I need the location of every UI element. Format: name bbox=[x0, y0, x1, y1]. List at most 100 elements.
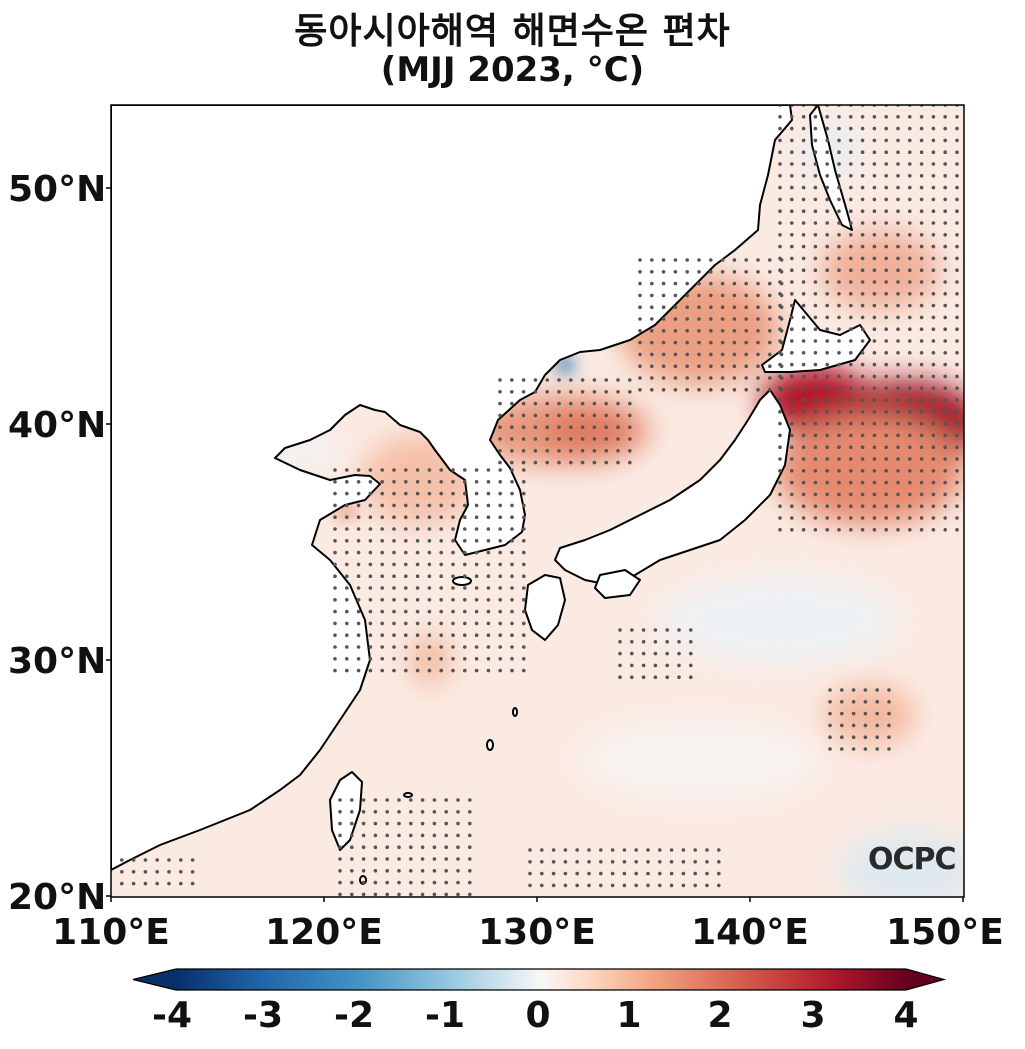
stipple-dot bbox=[943, 480, 947, 485]
stipple-dot bbox=[860, 280, 865, 284]
stipple-dot bbox=[510, 425, 514, 430]
stipple-dot bbox=[439, 550, 444, 555]
stipple-dot bbox=[884, 292, 888, 296]
stipple-dot bbox=[813, 457, 818, 461]
stipple-dot bbox=[439, 657, 444, 661]
stipple-dot bbox=[356, 574, 361, 578]
stipple-dot bbox=[630, 651, 634, 656]
stipple-dot bbox=[333, 539, 337, 543]
stipple-dot bbox=[685, 340, 689, 345]
stipple-dot bbox=[744, 270, 748, 274]
stipple-dot bbox=[955, 386, 959, 391]
stipple-dot bbox=[361, 845, 366, 849]
stipple-dot bbox=[801, 504, 806, 509]
stipple-dot bbox=[790, 185, 794, 190]
stipple-dot bbox=[919, 351, 924, 355]
stipple-dot bbox=[872, 209, 877, 213]
stipple-dot bbox=[650, 364, 654, 369]
stipple-dot bbox=[638, 305, 642, 310]
stipple-dot bbox=[720, 270, 725, 274]
stipple-dot bbox=[851, 688, 856, 692]
stipple-dot bbox=[415, 480, 420, 484]
stipple-dot bbox=[875, 688, 879, 692]
stipple-dot bbox=[837, 528, 841, 532]
stipple-dot bbox=[404, 468, 408, 472]
stipple-dot bbox=[604, 460, 608, 465]
stipple-dot bbox=[592, 437, 597, 441]
stipple-dot bbox=[896, 138, 900, 143]
stipple-dot bbox=[884, 138, 888, 143]
stipple-dot bbox=[825, 244, 829, 249]
stipple-dot bbox=[521, 460, 526, 465]
stipple-dot bbox=[744, 376, 748, 380]
stipple-dot bbox=[872, 256, 877, 261]
stipple-dot bbox=[427, 527, 432, 531]
stipple-dot bbox=[813, 233, 818, 237]
stipple-dot bbox=[427, 598, 432, 602]
stipple-dot bbox=[498, 503, 503, 508]
stipple-dot bbox=[756, 340, 760, 345]
stipple-dot bbox=[860, 162, 865, 166]
stipple-dot bbox=[604, 449, 608, 453]
stipple-dot bbox=[404, 609, 408, 614]
stipple-dot bbox=[333, 586, 337, 590]
stipple-dot bbox=[778, 398, 782, 402]
stipple-dot bbox=[338, 857, 342, 861]
stipple-dot bbox=[131, 858, 136, 862]
stipple-dot bbox=[361, 798, 366, 802]
stipple-dot bbox=[373, 880, 378, 885]
stipple-dot bbox=[638, 293, 642, 298]
stipple-dot bbox=[673, 258, 678, 262]
stipple-dot bbox=[409, 833, 413, 838]
stipple-dot bbox=[628, 437, 632, 441]
stipple-dot bbox=[849, 197, 853, 202]
stipple-dot bbox=[650, 270, 654, 274]
stipple-dot bbox=[697, 329, 701, 333]
stipple-dot bbox=[356, 468, 361, 472]
stipple-dot bbox=[801, 209, 806, 213]
stipple-dot bbox=[884, 185, 888, 190]
stipple-dot bbox=[919, 138, 924, 143]
stipple-dot bbox=[801, 126, 806, 131]
stipple-dot bbox=[397, 892, 401, 897]
stipple-dot bbox=[896, 410, 900, 414]
stipple-dot bbox=[955, 292, 959, 296]
stipple-dot bbox=[368, 550, 373, 555]
stipple-dot bbox=[875, 711, 879, 716]
stipple-dot bbox=[451, 598, 455, 602]
stipple-dot bbox=[896, 209, 900, 213]
stipple-dot bbox=[356, 539, 361, 543]
stipple-dot bbox=[604, 401, 608, 406]
stipple-dot bbox=[837, 303, 841, 308]
stipple-dot bbox=[456, 810, 460, 814]
stipple-dot bbox=[650, 305, 654, 310]
stipple-dot bbox=[356, 598, 361, 602]
stipple-dot bbox=[463, 527, 467, 531]
lat-tick-30n: 30°N bbox=[8, 641, 107, 682]
stipple-dot bbox=[439, 527, 444, 531]
stipple-dot bbox=[345, 609, 349, 614]
stipple-dot bbox=[521, 390, 526, 394]
stipple-dot bbox=[908, 209, 912, 213]
stipple-dot bbox=[837, 197, 841, 202]
stipple-dot bbox=[179, 881, 183, 886]
stipple-dot bbox=[825, 410, 829, 414]
stipple-dot bbox=[368, 668, 373, 673]
stipple-dot bbox=[661, 305, 666, 310]
stipple-dot bbox=[155, 858, 159, 862]
stipple-dot bbox=[744, 388, 748, 392]
stipple-dot bbox=[451, 503, 455, 508]
stipple-dot bbox=[528, 883, 532, 888]
stipple-dot bbox=[778, 504, 782, 509]
stipple-dot bbox=[896, 469, 900, 473]
stipple-dot bbox=[919, 244, 924, 249]
stipple-dot bbox=[828, 700, 832, 704]
stipple-dot bbox=[813, 126, 818, 131]
stipple-dot bbox=[350, 892, 354, 897]
stipple-dot bbox=[444, 833, 449, 838]
stipple-dot bbox=[463, 598, 467, 602]
stipple-dot bbox=[486, 586, 491, 590]
stipple-dot bbox=[587, 848, 591, 852]
map-title: 동아시아해역 해면수온 편차 bbox=[294, 11, 731, 52]
stipple-dot bbox=[486, 515, 491, 519]
